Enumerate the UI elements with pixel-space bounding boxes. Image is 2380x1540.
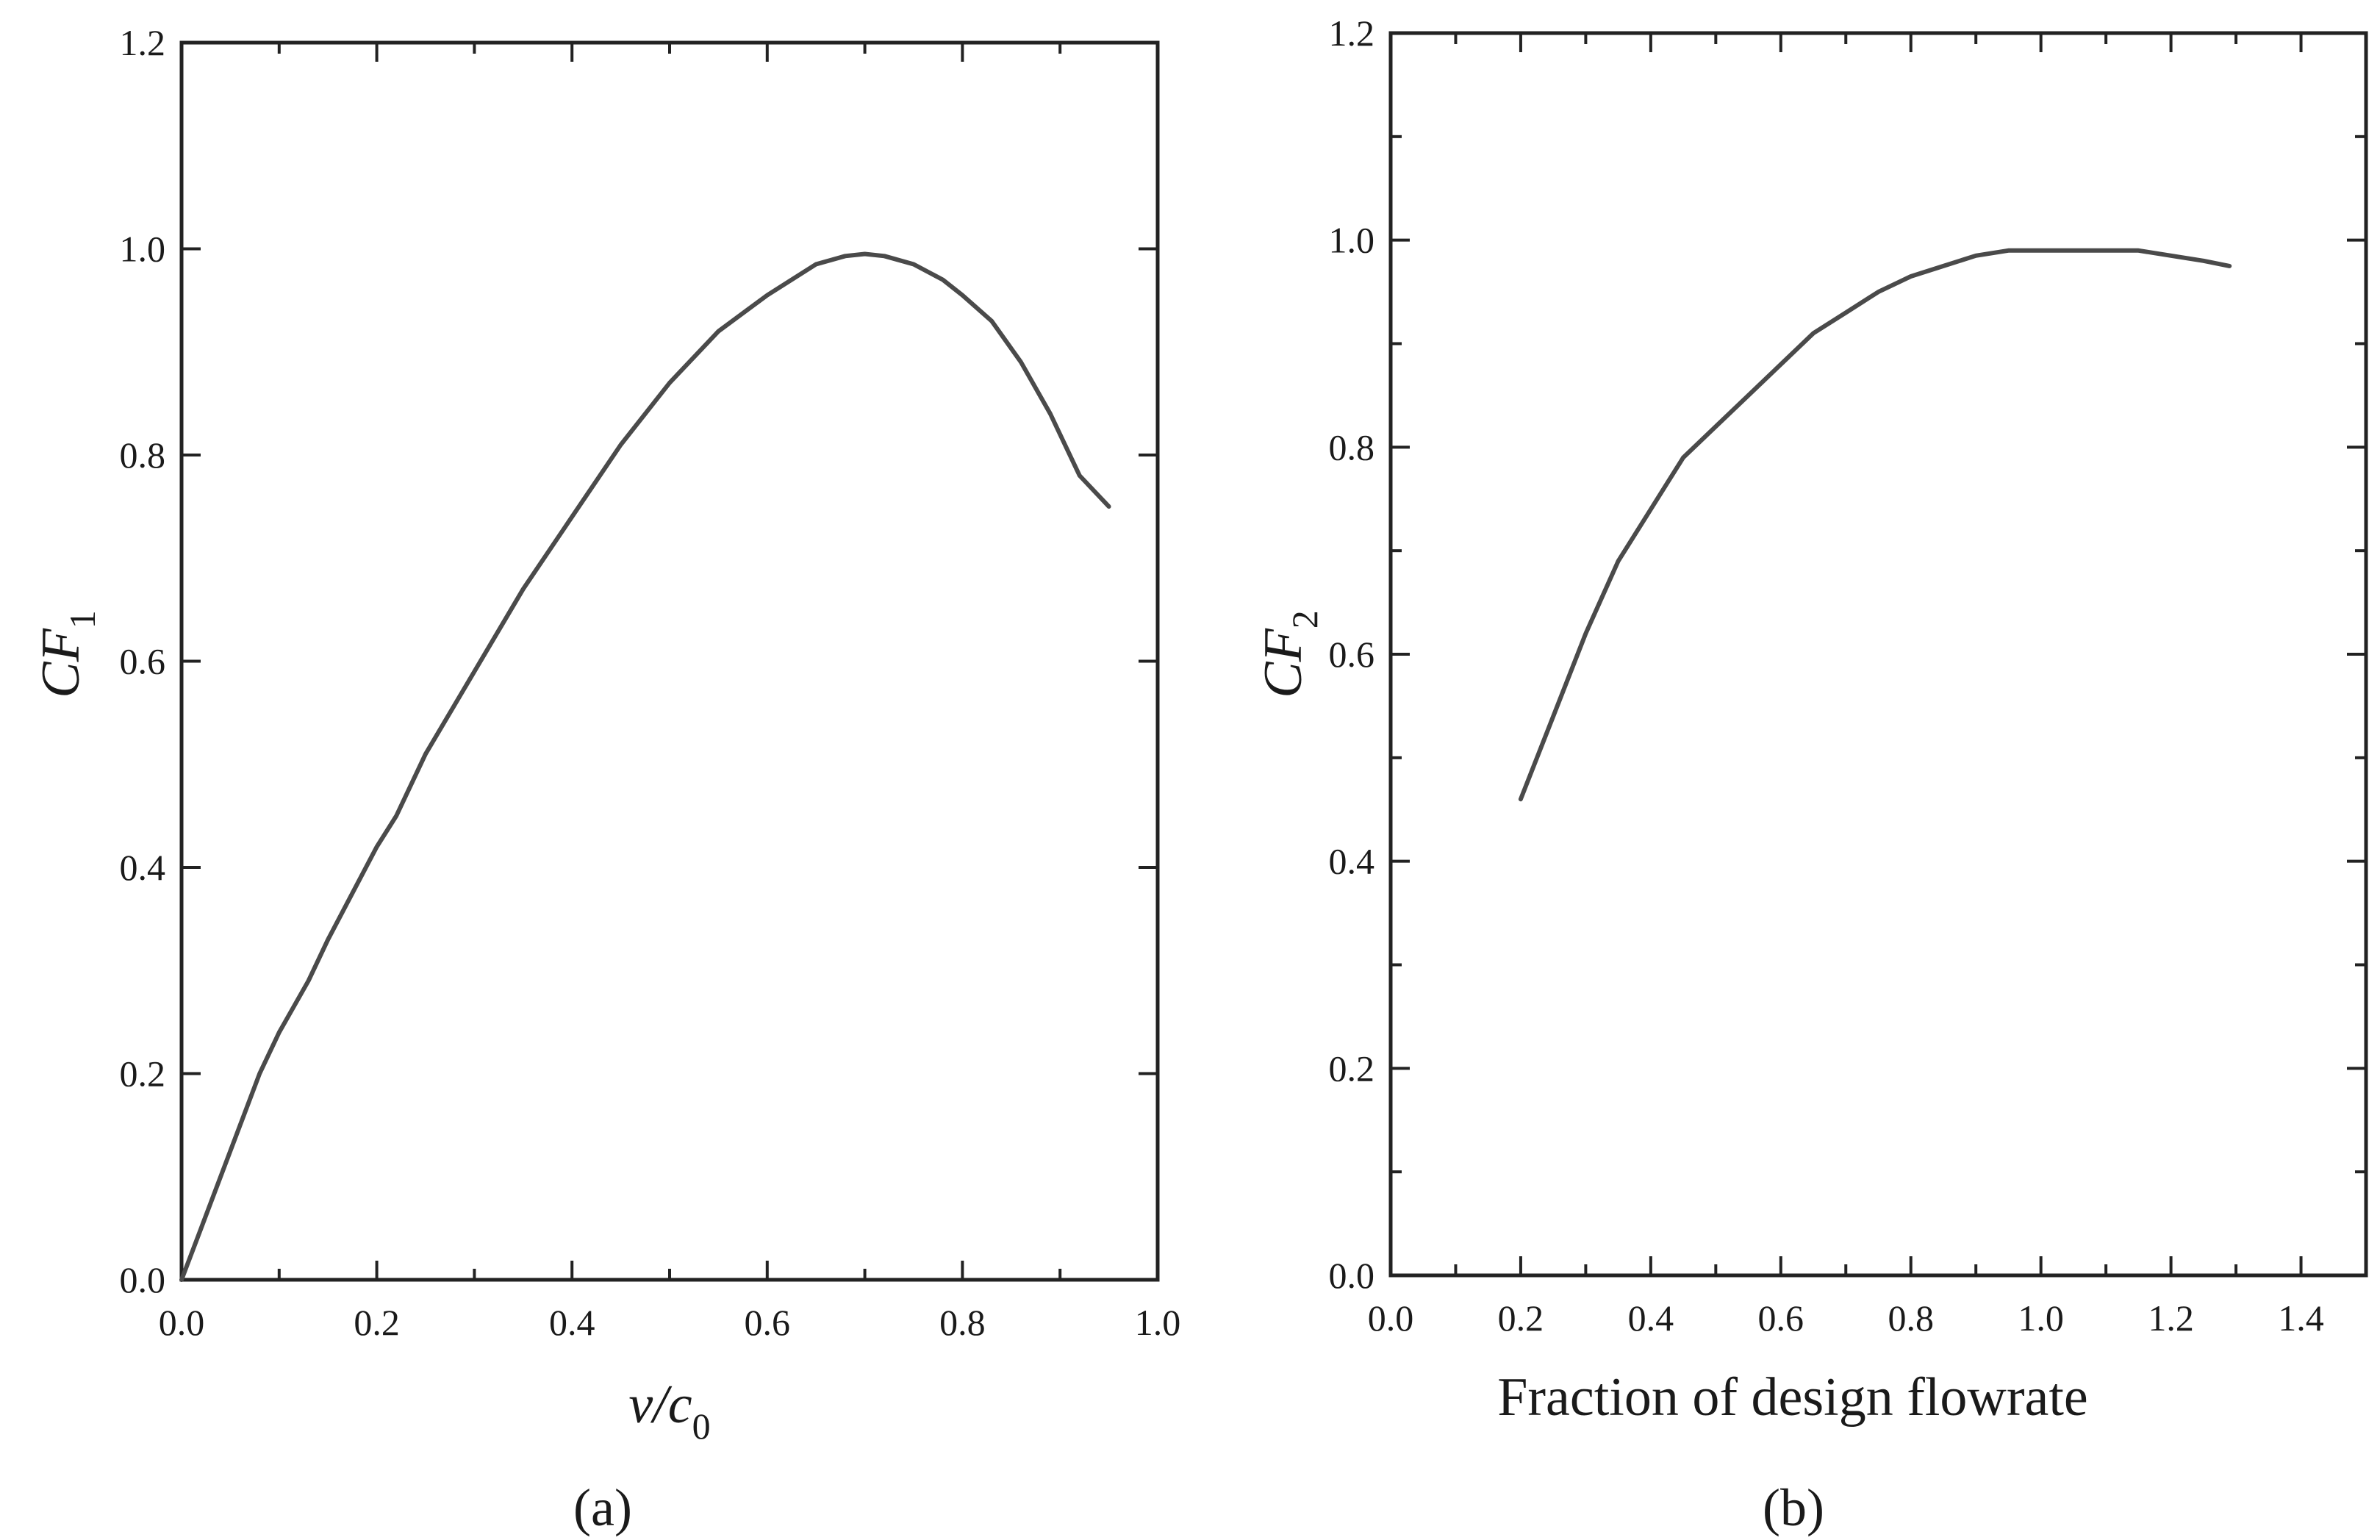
y-tick-label: 0.8 xyxy=(120,434,166,476)
y-tick-label: 1.0 xyxy=(120,229,166,270)
y-axis-title: CF1 xyxy=(31,610,103,698)
x-axis-title: v/c0 xyxy=(628,1375,710,1447)
y-axis-title-sub: 1 xyxy=(62,610,103,628)
y-tick-label: 0.6 xyxy=(120,641,166,682)
x-axis-title: Fraction of design flowrate xyxy=(1497,1367,2088,1428)
y-tick-label: 1.0 xyxy=(1329,220,1375,261)
x-tick-label: 0.2 xyxy=(354,1302,400,1343)
x-tick-label: 0.0 xyxy=(159,1302,205,1343)
y-axis-title-sub: 2 xyxy=(1284,610,1325,628)
plot-frame xyxy=(179,40,1160,1282)
x-axis-title-main: v/c xyxy=(628,1375,692,1435)
chart-panel-a: 0.0 0.2 0.4 0.6 0.8 1.0 0.0 0.2 0.4 0.6 0.8 1.0 1.2 v… xyxy=(31,22,1180,1537)
x-tick-label: 1.0 xyxy=(1135,1302,1181,1343)
x-tick-label: 0.2 xyxy=(1498,1297,1544,1339)
y-tick-label: 0.4 xyxy=(1329,841,1375,882)
y-tick-label: 0.4 xyxy=(120,847,166,888)
y-tick-label: 1.2 xyxy=(1329,12,1375,54)
x-tick-label: 0.8 xyxy=(939,1302,986,1343)
y-tick-label: 0.2 xyxy=(1329,1047,1375,1089)
x-tick-label: 0.4 xyxy=(549,1302,595,1343)
x-axis-title-sub: 0 xyxy=(692,1405,711,1447)
x-tick-label: 1.2 xyxy=(2148,1297,2194,1339)
series-line xyxy=(1518,248,2232,802)
panel-label: (a) xyxy=(573,1478,632,1537)
y-axis-title-main: CF xyxy=(31,628,91,698)
y-tick-label: 0.2 xyxy=(120,1053,166,1095)
chart-panel-b: 0.0 0.2 0.4 0.6 0.8 1.0 1.2 1.4 0.0 0.2 0.4 0.6 0.8 1… xyxy=(1253,12,2368,1537)
y-axis-title: CF2 xyxy=(1253,610,1325,698)
x-tick-label: 0.8 xyxy=(1888,1297,1934,1339)
x-tick-label: 0.0 xyxy=(1368,1297,1414,1339)
x-tick-label: 0.4 xyxy=(1628,1297,1674,1339)
y-tick-label: 1.2 xyxy=(120,22,166,63)
panel-label: (b) xyxy=(1763,1478,1824,1537)
x-tick-label: 0.6 xyxy=(745,1302,791,1343)
y-axis-title-main: CF xyxy=(1253,628,1313,698)
x-tick-label: 0.6 xyxy=(1758,1297,1804,1339)
y-tick-label: 0.8 xyxy=(1329,426,1375,468)
y-tick-label: 0.0 xyxy=(120,1259,166,1300)
y-tick-label: 0.0 xyxy=(1329,1255,1375,1296)
x-tick-label: 1.4 xyxy=(2278,1297,2324,1339)
series-line xyxy=(179,251,1111,1282)
plot-frame xyxy=(1388,31,2368,1278)
y-tick-label: 0.6 xyxy=(1329,634,1375,675)
x-axis-title-main: Fraction of design flowrate xyxy=(1497,1367,2088,1428)
x-tick-label: 1.0 xyxy=(2018,1297,2064,1339)
